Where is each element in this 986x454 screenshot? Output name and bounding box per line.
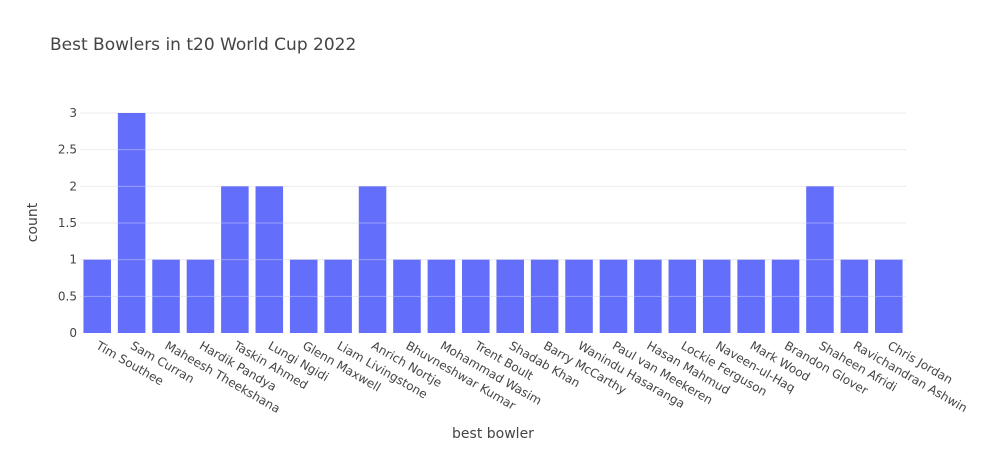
y-tick-label: 0	[69, 326, 77, 340]
x-axis-title: best bowler	[452, 426, 534, 442]
bar[interactable]	[496, 259, 524, 333]
bar[interactable]	[806, 186, 834, 333]
bar[interactable]	[255, 186, 284, 333]
y-axis-ticks: 0 0.5 1 1.5 2 2.5 3	[58, 106, 77, 340]
chart-title: Best Bowlers in t20 World Cup 2022	[50, 35, 356, 55]
y-tick-label: 1	[69, 253, 77, 267]
bar[interactable]	[221, 186, 249, 333]
bar[interactable]	[702, 259, 731, 333]
bar[interactable]	[668, 259, 697, 333]
bar[interactable]	[530, 259, 559, 333]
bar[interactable]	[840, 259, 869, 333]
bars	[83, 113, 903, 333]
bar[interactable]	[83, 259, 111, 333]
bar[interactable]	[117, 113, 146, 333]
bar[interactable]	[152, 259, 180, 333]
bar[interactable]	[565, 259, 593, 333]
bar[interactable]	[324, 259, 352, 333]
bar[interactable]	[427, 259, 456, 333]
y-tick-label: 0.5	[58, 289, 77, 303]
bar[interactable]	[599, 259, 628, 333]
gridlines	[80, 112, 906, 297]
bar[interactable]	[771, 259, 800, 333]
y-tick-label: 3	[69, 106, 77, 120]
y-axis-title: count	[25, 202, 41, 242]
bar[interactable]	[393, 259, 421, 333]
bar[interactable]	[875, 259, 903, 333]
bar[interactable]	[634, 259, 662, 333]
y-tick-label: 1.5	[58, 216, 77, 230]
bar[interactable]	[289, 259, 318, 333]
bar[interactable]	[737, 259, 765, 333]
y-tick-label: 2	[69, 179, 77, 193]
bar[interactable]	[462, 259, 490, 333]
y-tick-label: 2.5	[58, 143, 77, 157]
bar[interactable]	[358, 186, 387, 333]
bar[interactable]	[186, 259, 215, 333]
